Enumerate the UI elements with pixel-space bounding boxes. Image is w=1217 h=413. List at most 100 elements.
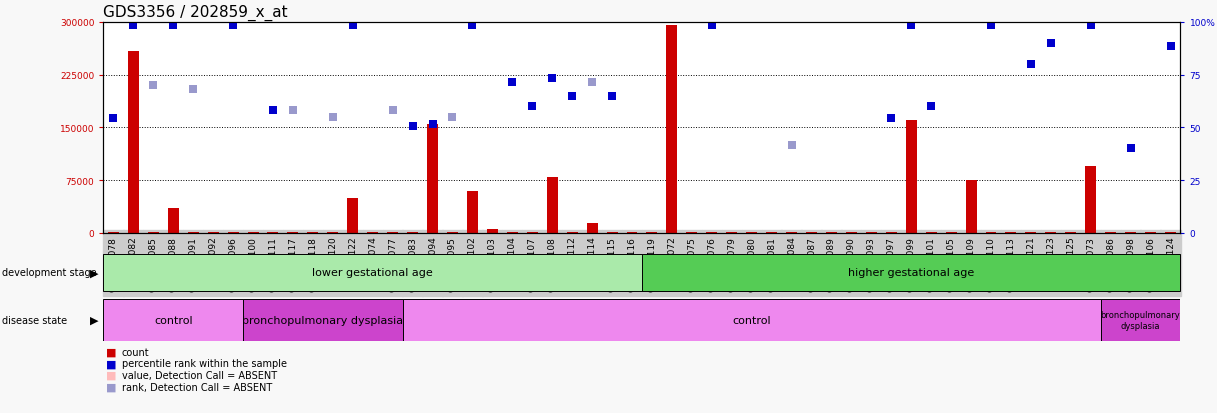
- Bar: [467, 191, 478, 233]
- Point: [1041, 40, 1060, 47]
- Point: [583, 79, 602, 85]
- Point: [383, 107, 403, 114]
- Bar: [865, 232, 876, 233]
- Point: [422, 121, 442, 128]
- Bar: [826, 232, 837, 233]
- Bar: [247, 232, 258, 233]
- Bar: [786, 232, 797, 233]
- Bar: [208, 232, 219, 233]
- Bar: [327, 232, 338, 233]
- Bar: [243, 299, 403, 341]
- Bar: [1105, 232, 1116, 233]
- Bar: [1026, 232, 1037, 233]
- Bar: [546, 177, 557, 233]
- Point: [1121, 146, 1140, 152]
- Bar: [1100, 299, 1180, 341]
- Bar: [447, 232, 458, 233]
- Text: lower gestational age: lower gestational age: [313, 268, 433, 278]
- Point: [781, 142, 801, 149]
- Bar: [1145, 232, 1156, 233]
- Bar: [403, 299, 1100, 341]
- Bar: [108, 232, 119, 233]
- Text: bronchopulmonary dysplasia: bronchopulmonary dysplasia: [242, 315, 403, 325]
- Bar: [706, 232, 717, 233]
- Bar: [1045, 232, 1056, 233]
- Bar: [806, 232, 817, 233]
- Bar: [1005, 232, 1016, 233]
- Bar: [487, 229, 498, 233]
- Bar: [1086, 166, 1097, 233]
- Text: development stage: development stage: [2, 268, 97, 278]
- Bar: [606, 232, 617, 233]
- Point: [503, 79, 522, 85]
- Text: control: control: [733, 315, 772, 325]
- Bar: [667, 26, 678, 233]
- Text: ■: ■: [106, 347, 117, 357]
- Point: [543, 76, 562, 82]
- Bar: [427, 125, 438, 233]
- Point: [522, 104, 542, 110]
- Point: [1021, 62, 1041, 68]
- Bar: [287, 232, 298, 233]
- Point: [124, 23, 144, 30]
- Bar: [886, 232, 897, 233]
- Bar: [905, 121, 916, 233]
- Text: count: count: [122, 347, 150, 357]
- Bar: [387, 232, 398, 233]
- Point: [443, 114, 462, 121]
- Bar: [1065, 232, 1076, 233]
- Bar: [168, 209, 179, 233]
- Bar: [268, 232, 279, 233]
- Bar: [946, 232, 957, 233]
- Point: [343, 23, 363, 30]
- Point: [562, 93, 582, 100]
- Point: [602, 93, 622, 100]
- Text: disease state: disease state: [2, 315, 68, 325]
- Bar: [986, 232, 997, 233]
- Bar: [587, 223, 598, 233]
- Point: [403, 123, 422, 130]
- Bar: [746, 232, 757, 233]
- Bar: [228, 232, 239, 233]
- Text: higher gestational age: higher gestational age: [848, 268, 975, 278]
- Text: rank, Detection Call = ABSENT: rank, Detection Call = ABSENT: [122, 382, 271, 392]
- Bar: [103, 254, 643, 291]
- Bar: [926, 232, 937, 233]
- Bar: [187, 232, 198, 233]
- Text: ■: ■: [106, 382, 117, 392]
- Text: percentile rank within the sample: percentile rank within the sample: [122, 358, 287, 368]
- Point: [284, 107, 303, 114]
- Bar: [567, 232, 578, 233]
- Text: ■: ■: [106, 358, 117, 368]
- Bar: [527, 232, 538, 233]
- Bar: [727, 232, 738, 233]
- Point: [323, 114, 342, 121]
- Point: [702, 23, 722, 30]
- Point: [263, 107, 282, 114]
- Text: GDS3356 / 202859_x_at: GDS3356 / 202859_x_at: [103, 5, 288, 21]
- Text: ▶: ▶: [90, 268, 99, 278]
- Bar: [1165, 232, 1176, 233]
- Bar: [128, 52, 139, 233]
- Point: [163, 23, 183, 30]
- Point: [144, 83, 163, 89]
- Text: value, Detection Call = ABSENT: value, Detection Call = ABSENT: [122, 370, 276, 380]
- Text: ▶: ▶: [90, 315, 99, 325]
- Point: [902, 23, 921, 30]
- Bar: [643, 254, 1180, 291]
- Bar: [408, 232, 419, 233]
- Point: [981, 23, 1000, 30]
- Bar: [646, 232, 657, 233]
- Bar: [767, 232, 778, 233]
- Point: [224, 23, 243, 30]
- Bar: [308, 232, 319, 233]
- Bar: [368, 232, 378, 233]
- Point: [1081, 23, 1100, 30]
- Bar: [506, 232, 517, 233]
- Text: ■: ■: [106, 370, 117, 380]
- Point: [103, 116, 123, 122]
- Text: control: control: [153, 315, 192, 325]
- Bar: [627, 232, 638, 233]
- Point: [462, 23, 482, 30]
- Bar: [147, 232, 158, 233]
